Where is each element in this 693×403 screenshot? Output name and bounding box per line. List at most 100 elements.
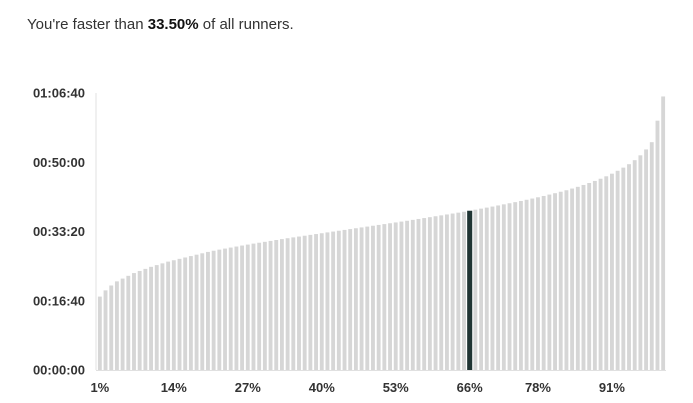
bar — [416, 218, 421, 370]
bar — [575, 186, 580, 370]
bar — [484, 207, 489, 370]
x-tick-label: 40% — [309, 380, 335, 395]
bar — [632, 160, 637, 370]
bar — [166, 261, 171, 370]
y-tick-label: 01:06:40 — [33, 86, 85, 101]
bar — [439, 215, 444, 370]
bar — [257, 242, 262, 370]
bar — [120, 278, 125, 370]
bar — [268, 240, 273, 370]
bar — [393, 222, 398, 370]
bar — [342, 229, 347, 370]
bar — [513, 202, 518, 370]
bar — [655, 120, 660, 370]
bar — [564, 190, 569, 370]
x-tick-label: 14% — [161, 380, 187, 395]
bar — [410, 219, 415, 370]
bar — [661, 96, 666, 371]
bar — [154, 265, 159, 370]
bar — [581, 184, 586, 370]
bar — [570, 188, 575, 370]
bar — [285, 238, 290, 370]
headline-prefix: You're faster than — [27, 16, 148, 33]
bar — [217, 249, 222, 370]
bar — [359, 227, 364, 370]
bar — [183, 257, 188, 370]
bar — [541, 195, 546, 370]
bar — [479, 208, 484, 370]
bar — [223, 248, 227, 370]
bar — [610, 173, 614, 370]
bar — [598, 178, 603, 370]
bar — [114, 281, 119, 370]
bar — [188, 256, 193, 370]
bar — [427, 217, 432, 370]
bar — [524, 199, 529, 370]
x-tick-label: 1% — [90, 380, 109, 395]
bar — [97, 296, 102, 370]
bar — [558, 191, 563, 370]
bar — [279, 239, 284, 370]
x-tick-label: 78% — [525, 380, 551, 395]
bar — [325, 232, 330, 370]
bar — [319, 233, 324, 370]
bar — [376, 224, 381, 370]
bar — [450, 213, 455, 370]
bar — [501, 204, 506, 370]
y-tick-label: 00:33:20 — [33, 224, 85, 239]
bar — [103, 290, 108, 370]
bar — [553, 193, 557, 370]
bar — [132, 273, 136, 370]
headline: You're faster than 33.50% of all runners… — [27, 14, 294, 36]
headline-suffix: of all runners. — [198, 16, 294, 33]
bar — [382, 224, 387, 370]
bar — [445, 214, 449, 370]
bar — [234, 246, 239, 370]
bar — [274, 240, 279, 370]
bar — [388, 223, 392, 370]
highlight-bar — [467, 210, 473, 370]
bar — [547, 194, 552, 370]
bars — [97, 96, 666, 371]
bar — [604, 176, 609, 370]
bar — [297, 236, 301, 370]
bar — [291, 237, 296, 370]
y-tick-label: 00:50:00 — [33, 155, 85, 170]
bar — [456, 212, 461, 370]
bar — [621, 167, 626, 370]
bar — [422, 218, 427, 370]
bar — [365, 226, 370, 370]
bar — [240, 245, 245, 370]
bar — [644, 149, 649, 370]
bar — [262, 241, 267, 370]
bar — [194, 254, 199, 370]
bar — [348, 229, 353, 370]
bar — [336, 230, 341, 370]
y-tick-label: 00:16:40 — [33, 293, 85, 308]
bar — [507, 203, 512, 370]
bar — [314, 234, 318, 370]
bar — [228, 247, 233, 370]
bar — [302, 235, 307, 370]
bar — [143, 268, 148, 370]
x-tick-label: 53% — [383, 380, 409, 395]
bar — [160, 263, 165, 370]
x-tick-label: 91% — [599, 380, 625, 395]
bar — [592, 180, 597, 370]
bar — [149, 266, 153, 370]
bar — [211, 250, 216, 370]
bar — [371, 225, 375, 370]
bar — [496, 205, 501, 370]
bar — [638, 155, 643, 370]
bar — [649, 142, 654, 370]
x-tick-label: 27% — [235, 380, 261, 395]
bar — [308, 234, 313, 370]
bar — [473, 209, 478, 370]
bar — [627, 164, 631, 370]
bar — [399, 221, 404, 370]
bar — [353, 228, 358, 370]
bar — [462, 211, 466, 370]
bar — [109, 285, 114, 370]
bar — [587, 183, 592, 370]
